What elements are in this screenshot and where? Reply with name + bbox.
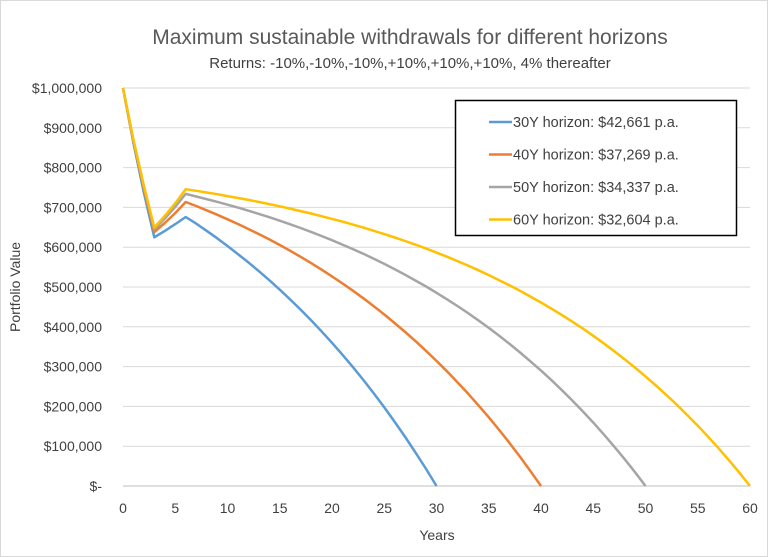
legend-label: 40Y horizon: $37,269 p.a. <box>513 148 679 164</box>
x-axis-label: Years <box>419 527 454 543</box>
x-tick-label: 35 <box>481 500 497 516</box>
series-line-1 <box>121 87 438 487</box>
chart-title: Maximum sustainable withdrawals for diff… <box>152 26 668 49</box>
series-line-3 <box>121 87 647 487</box>
x-tick-label: 30 <box>429 500 445 516</box>
series-line-2 <box>121 87 543 487</box>
x-tick-label: 0 <box>119 500 127 516</box>
series-lines <box>121 87 751 487</box>
y-axis-ticks: $- $100,000 $200,000 $300,000 $400,000 $500,0… <box>32 80 102 494</box>
y-tick-label: $1,000,000 <box>32 80 102 96</box>
y-tick-label: $200,000 <box>44 398 103 414</box>
x-tick-label: 25 <box>376 500 392 516</box>
y-tick-label: $500,000 <box>44 279 103 295</box>
legend-label: 30Y horizon: $42,661 p.a. <box>513 115 679 131</box>
y-tick-label: $400,000 <box>44 319 103 335</box>
x-tick-label: 50 <box>638 500 654 516</box>
chart-subtitle: Returns: -10%,-10%,-10%,+10%,+10%,+10%, … <box>209 55 610 72</box>
y-tick-label: $100,000 <box>44 438 103 454</box>
legend-label: 60Y horizon: $32,604 p.a. <box>513 213 679 229</box>
y-tick-label: $900,000 <box>44 120 103 136</box>
x-tick-label: 55 <box>690 500 706 516</box>
x-tick-label: 5 <box>171 500 179 516</box>
series-line-4 <box>121 87 751 487</box>
legend: 30Y horizon: $42,661 p.a. 40Y horizon: $3… <box>454 99 738 237</box>
y-tick-label: $800,000 <box>44 160 103 176</box>
x-tick-label: 10 <box>220 500 236 516</box>
y-tick-label: $300,000 <box>44 359 103 375</box>
y-tick-label: $600,000 <box>44 239 103 255</box>
x-tick-label: 45 <box>585 500 601 516</box>
x-tick-label: 40 <box>533 500 549 516</box>
x-tick-label: 20 <box>324 500 340 516</box>
x-tick-label: 15 <box>272 500 288 516</box>
x-tick-label: 60 <box>742 500 758 516</box>
x-axis-ticks: 0 5 10 15 20 25 30 35 40 45 50 55 60 <box>119 500 758 516</box>
legend-label: 50Y horizon: $34,337 p.a. <box>513 180 679 196</box>
y-axis-label: Portfolio Value <box>7 242 23 332</box>
y-tick-label: $700,000 <box>44 199 103 215</box>
y-tick-label: $- <box>90 478 103 494</box>
